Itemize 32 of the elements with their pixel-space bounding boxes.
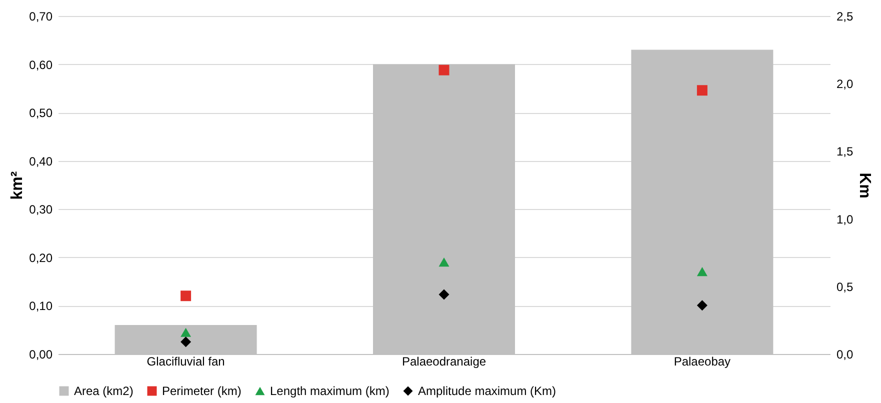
point [180, 290, 192, 302]
point [180, 328, 192, 337]
y-tick-label: 0,20 [29, 250, 53, 265]
y2-tick-label: 0,0 [836, 348, 854, 362]
y-tick-label: 0,70 [29, 10, 53, 24]
legend-label: Amplitude maximum (Km) [418, 384, 556, 398]
y2-axis-title: Km [856, 172, 874, 198]
y-axis-title: km² [9, 171, 26, 200]
y-tick-label: 0,30 [29, 202, 53, 217]
point [696, 300, 708, 311]
point [438, 258, 450, 267]
point [696, 85, 708, 96]
point [180, 336, 192, 348]
y2-tick-label: 2,5 [836, 10, 854, 24]
y-tick-label: 0,60 [29, 58, 53, 72]
y2-tick-label: 0,5 [836, 280, 854, 294]
x-tick-label: Palaeodranaige [402, 354, 486, 368]
legend-label: Length maximum (km) [270, 384, 390, 398]
y-tick-label: 0,40 [29, 154, 53, 168]
y2-tick-label: 1,5 [836, 144, 854, 159]
y2-tick-label: 1,0 [836, 212, 854, 226]
point [696, 266, 708, 276]
x-tick-label: Palaeobay [674, 354, 731, 368]
point [438, 64, 450, 76]
point [438, 289, 450, 300]
y-tick-label: 0,00 [29, 348, 53, 362]
y-tick-label: 0,10 [29, 299, 53, 314]
y2-tick-label: 2,0 [836, 77, 854, 92]
legend-label: Area (km2) [74, 384, 134, 398]
legend-label: Perimeter (km) [162, 384, 242, 398]
x-tick-label: Glacifluvial fan [146, 354, 225, 368]
y-tick-label: 0,50 [29, 106, 53, 120]
